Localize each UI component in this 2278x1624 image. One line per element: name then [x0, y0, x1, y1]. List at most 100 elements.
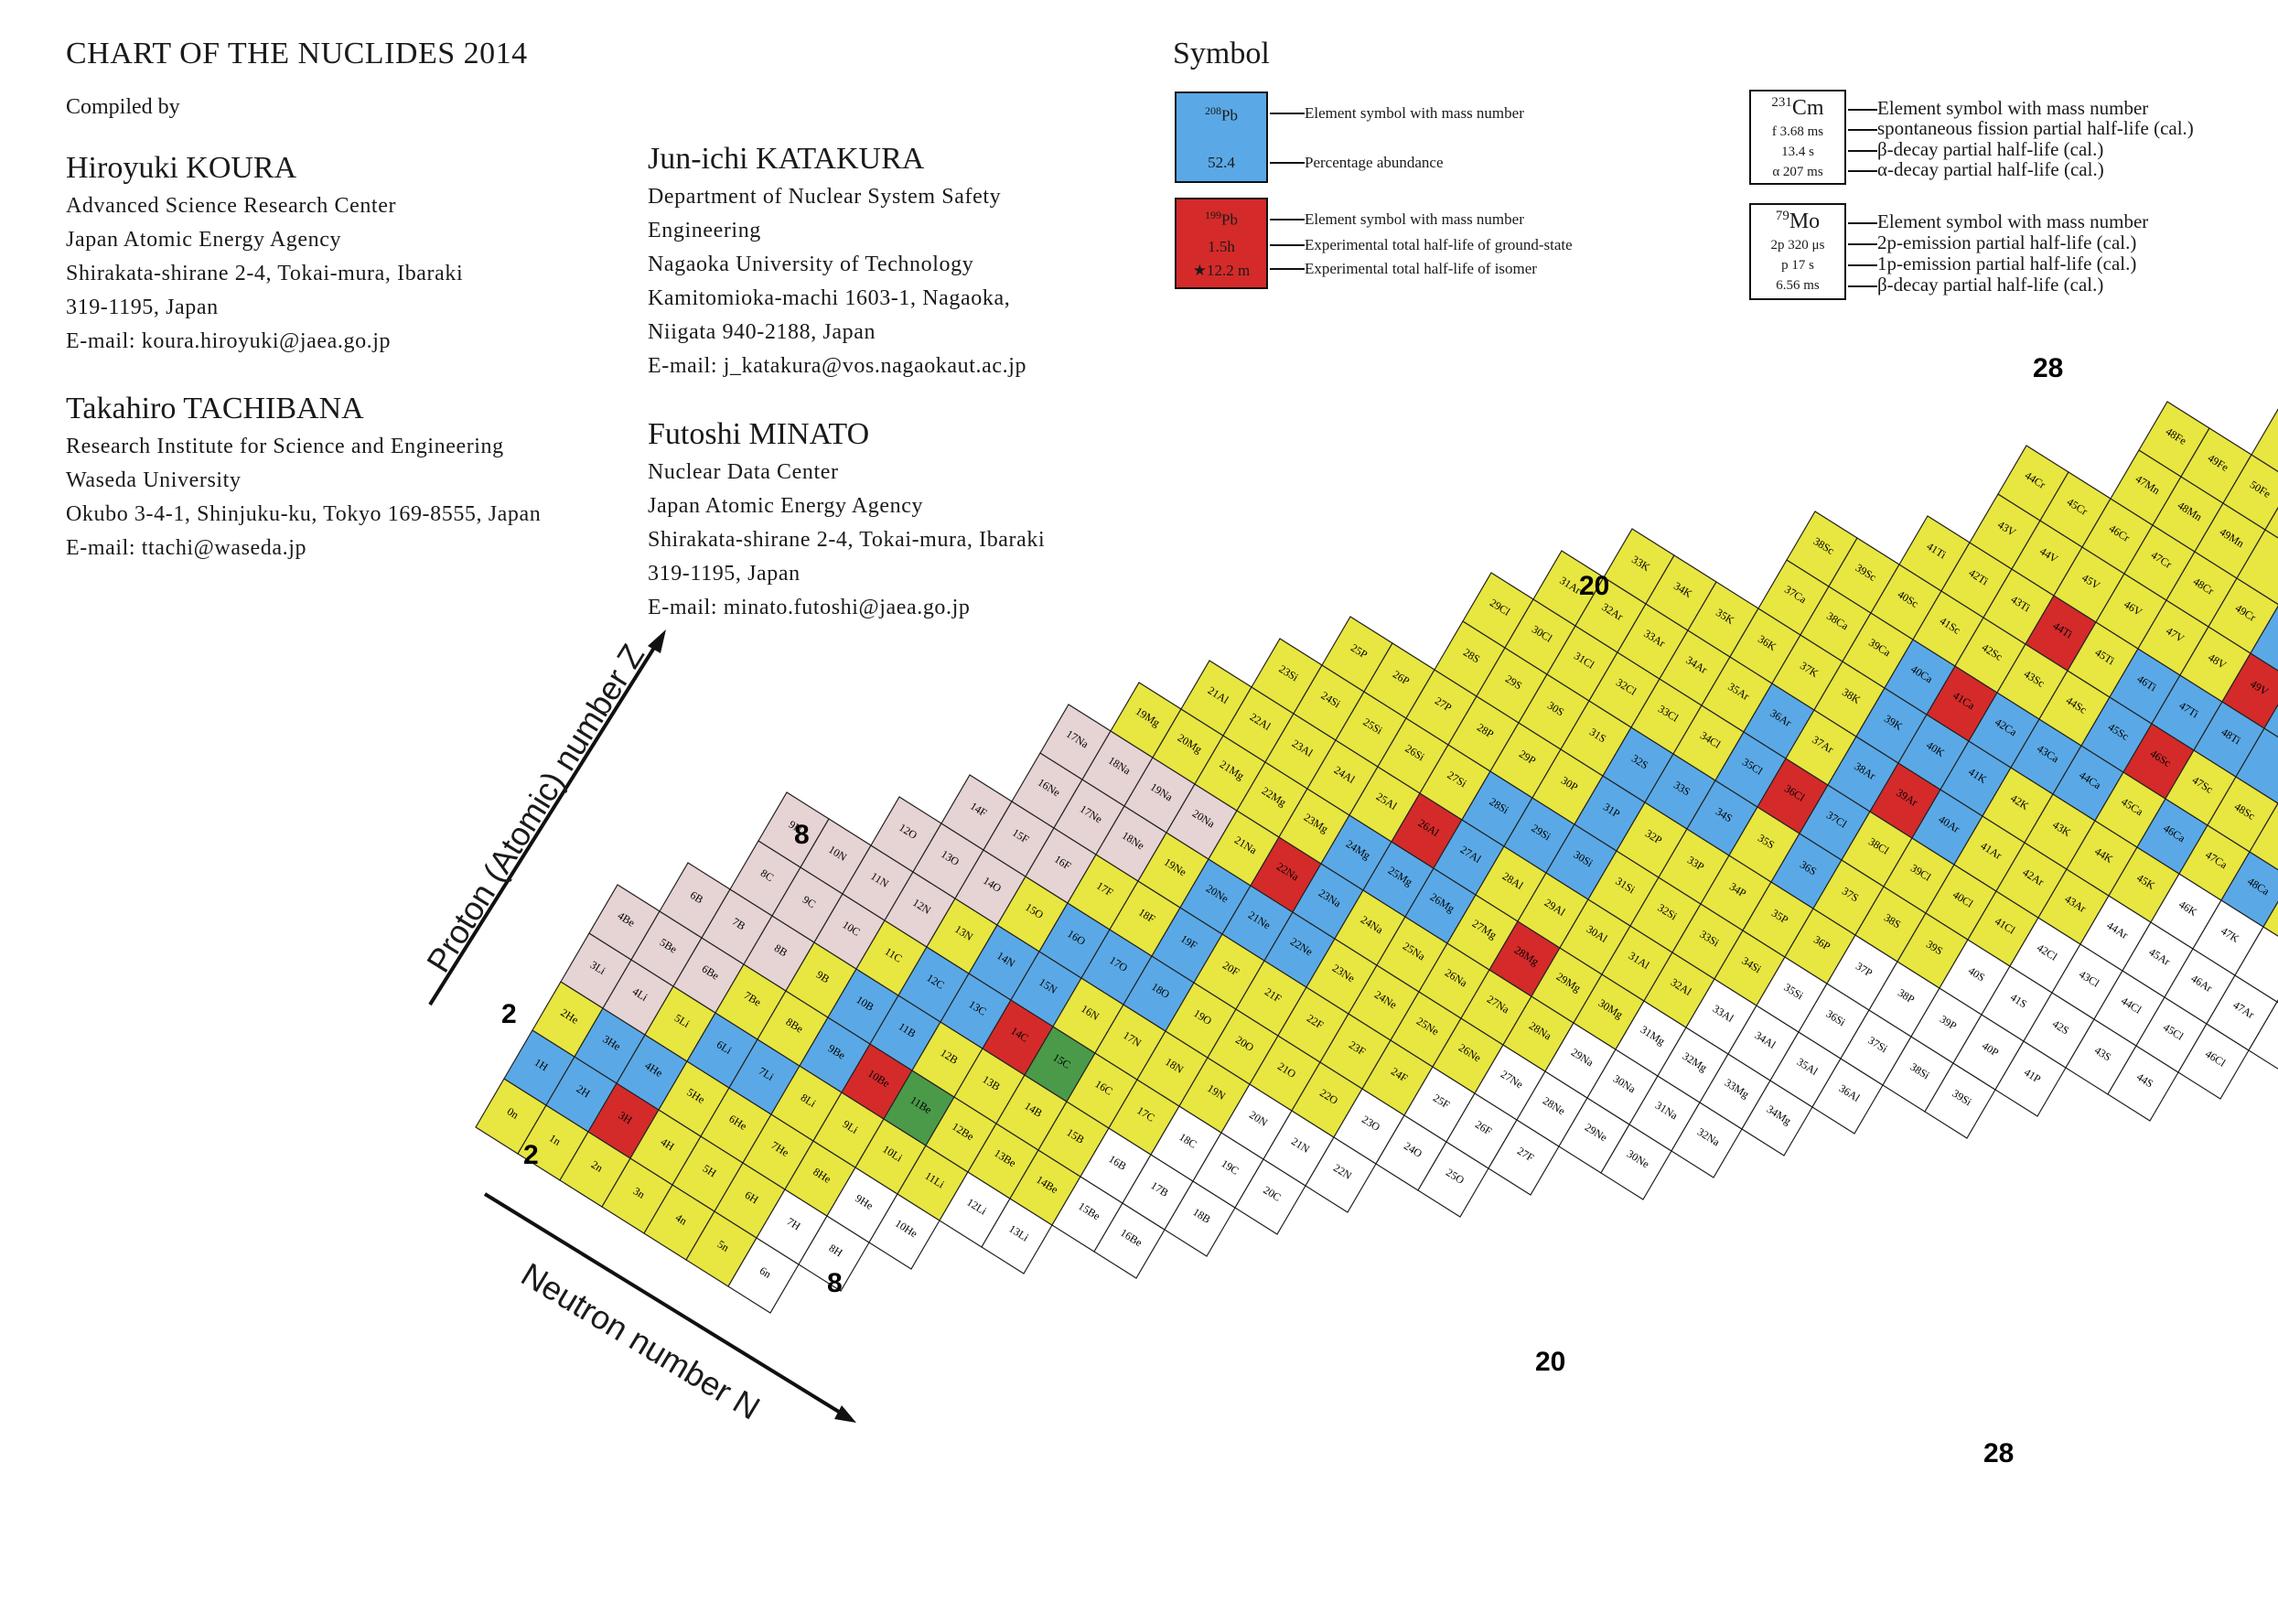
author-affiliation: Nuclear Data Center [648, 460, 839, 484]
author-minato: Futoshi MINATO Nuclear Data Center Japan… [648, 417, 1045, 625]
leader-line [1848, 243, 1877, 245]
mass-number: 199 [1205, 209, 1222, 221]
nuclide-cell-Ar-48 [2248, 1001, 2278, 1070]
magic-number-label: 2 [501, 999, 517, 1029]
author-name: Jun-ichi KATAKURA [648, 142, 925, 176]
nuclide-cell-symbol: 8C [758, 866, 776, 884]
nuclide-cell-K-48 [2234, 926, 2278, 1003]
legend-desc: β-decay partial half-life (cal.) [1877, 274, 2104, 296]
nuclide-cell-Cr-50 [2250, 605, 2278, 672]
theory-symbol: 231Cm [1751, 95, 1844, 121]
magic-number-label: 28 [2033, 353, 2063, 383]
author-email: E-mail: koura.hiroyuki@jaea.go.jp [66, 329, 392, 353]
leader-line [1848, 170, 1877, 172]
nuclide-cell-symbol: 8H [827, 1242, 845, 1260]
element-symbol: Pb [1221, 106, 1238, 124]
nuclide-cell-symbol: 6H [743, 1188, 761, 1207]
author-affiliation: Japan Atomic Energy Agency [648, 494, 924, 518]
n-axis-arrowhead [834, 1405, 856, 1423]
leader-line [1848, 150, 1877, 152]
chart-title: CHART OF THE NUCLIDES 2014 [66, 37, 528, 70]
nuclide-cell-Ca-48 [2220, 851, 2278, 928]
nuclide-cell-symbol: 6B [688, 888, 705, 906]
legend-desc: 2p-emission partial half-life (cal.) [1877, 231, 2137, 253]
leader-line [1848, 285, 1877, 287]
theory-symbol: 79Mo [1751, 209, 1844, 234]
author-name: Takahiro TACHIBANA [66, 392, 364, 425]
theory-row: 2p 320 μs [1770, 238, 1825, 253]
author-affiliation: Engineering [648, 219, 761, 242]
legend-desc: Percentage abundance [1305, 154, 1444, 171]
legend-stable-box: 208Pb 52.4 [1175, 91, 1268, 183]
magic-number-label: 28 [1983, 1438, 2014, 1468]
nuclide-cell-Co-51 [2251, 408, 2278, 472]
author-katakura: Jun-ichi KATAKURA Department of Nuclear … [648, 142, 1026, 383]
author-name: Hiroyuki KOURA [66, 151, 297, 185]
author-address: Kamitomioka-machi 1603-1, Nagaoka, [648, 286, 1011, 310]
legend-desc: Experimental total half-life of isomer [1305, 260, 1537, 277]
legend-desc: 1p-emission partial half-life (cal.) [1877, 253, 2137, 274]
nuclide-cell-symbol: 9N [787, 818, 805, 836]
author-affiliation: Advanced Science Research Center [66, 194, 397, 218]
leader-line [1270, 244, 1305, 246]
legend-desc: α-decay partial half-life (cal.) [1877, 158, 2104, 180]
author-affiliation: Nagaoka University of Technology [648, 253, 974, 276]
theory-row: α 207 ms [1772, 165, 1823, 179]
nuclide-cell-symbol: 3H [617, 1109, 635, 1127]
author-affiliation: Research Institute for Science and Engin… [66, 435, 504, 458]
legend-stable-symbol: 208Pb [1177, 104, 1266, 125]
legend-heading: Symbol [1173, 37, 1270, 70]
magic-number-label: 8 [827, 1268, 843, 1298]
mass-number: 231 [1771, 95, 1792, 110]
theory-row: p 17 s [1781, 258, 1814, 273]
nuclide-cell-V-50 [2263, 704, 2278, 738]
compiled-by-label: Compiled by [66, 95, 180, 119]
magic-number-label: 8 [794, 820, 810, 850]
n-axis-arrow [483, 1192, 848, 1418]
leader-line [1270, 268, 1305, 270]
magic-number-label: 20 [1579, 571, 1609, 601]
leader-line [1270, 113, 1305, 114]
element-symbol: Cm [1791, 96, 1824, 120]
z-axis-arrow [428, 639, 661, 1006]
legend-desc: Element symbol with mass number [1305, 210, 1524, 228]
leader-line [1270, 219, 1305, 220]
author-affiliation: Department of Nuclear System Safety [648, 185, 1002, 209]
nuclide-cell-symbol: 8B [772, 941, 790, 959]
mass-number: 208 [1205, 104, 1222, 117]
author-name: Futoshi MINATO [648, 417, 870, 451]
leader-line [1848, 109, 1877, 111]
legend-desc: spontaneous fission partial half-life (c… [1877, 117, 2194, 139]
author-address: Shirakata-shirane 2-4, Tokai-mura, Ibara… [66, 262, 464, 285]
chart-axes [428, 629, 856, 1423]
author-address: Shirakata-shirane 2-4, Tokai-mura, Ibara… [648, 528, 1046, 552]
nuclide-cell-symbol: 9B [814, 968, 832, 985]
leader-line [1848, 222, 1877, 224]
leader-line [1848, 129, 1877, 131]
author-affiliation: Waseda University [66, 468, 242, 492]
legend-unstable-symbol: 199Pb [1177, 209, 1266, 230]
nuclide-cell-symbol: 7H [785, 1215, 803, 1233]
z-axis-arrowhead [648, 629, 666, 653]
nuclide-cell-Mn-50 [2236, 529, 2278, 606]
nuclide-cell-symbol: 4H [659, 1135, 677, 1154]
theory-row: f 3.68 ms [1771, 124, 1824, 139]
legend-desc: Element symbol with mass number [1305, 104, 1524, 122]
magic-number-label: 20 [1535, 1347, 1565, 1377]
theory-row: 6.56 ms [1776, 278, 1820, 293]
author-tachibana: Takahiro TACHIBANA Research Institute fo… [66, 392, 541, 565]
author-email: E-mail: minato.futoshi@jaea.go.jp [648, 596, 971, 619]
author-email: E-mail: ttachi@waseda.jp [66, 536, 307, 560]
legend-desc: Element symbol with mass number [1877, 210, 2149, 232]
legend-desc: Element symbol with mass number [1877, 97, 2149, 119]
legend-theory-box-mo: 79Mo 2p 320 μs p 17 s 6.56 ms [1749, 203, 1846, 300]
author-address: Okubo 3-4-1, Shinjuku-ku, Tokyo 169-8555… [66, 502, 542, 526]
nuclide-cell-Fe-51 [2264, 506, 2278, 539]
legend-theory-box-cm: 231Cm f 3.68 ms 13.4 s α 207 ms [1749, 90, 1846, 185]
leader-line [1848, 264, 1877, 266]
nuclide-cell-Fe-50 [2222, 454, 2278, 531]
legend-unstable-isomer: ★12.2 m [1192, 262, 1251, 279]
author-koura: Hiroyuki KOURA Advanced Science Research… [66, 151, 463, 359]
